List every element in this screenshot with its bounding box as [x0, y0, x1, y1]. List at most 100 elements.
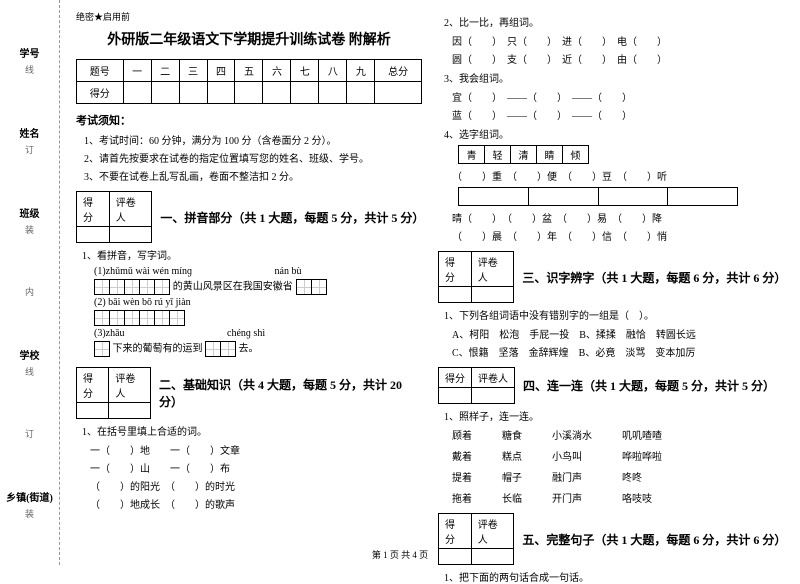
notice-item: 3、不要在试卷上乱写乱画，卷面不整洁扣 2 分。 [84, 168, 422, 183]
cell: 只（ ） [507, 37, 552, 48]
boxes-row: 下来的葡萄有的运到 去。 [94, 339, 422, 359]
td [179, 82, 207, 104]
fill-row: 一（ ）山 一（ ）布 [90, 460, 422, 475]
margin-item: 内 [25, 285, 34, 298]
cell: 由（ ） [617, 55, 667, 66]
score-table: 题号 一 二 三 四 五 六 七 八 九 总分 得分 [76, 59, 422, 104]
th: 八 [319, 60, 347, 82]
question: 2、比一比，再组词。 [444, 14, 784, 29]
cell: 晴（ ） [452, 214, 497, 225]
mi: 帽子 [502, 469, 522, 484]
margin-sub: 装 [25, 223, 34, 236]
question: 1、照样子，连一连。 [444, 408, 784, 423]
fill-row: 圆（ ） 支（ ） 近（ ） 由（ ） [452, 51, 784, 66]
cell: ——（ ） [572, 93, 632, 104]
sb [109, 227, 152, 243]
margin-item: 学校 线 [20, 347, 40, 378]
margin-label: 学号 [20, 45, 40, 60]
mi: 咚咚 [622, 469, 662, 484]
th: 题号 [77, 60, 124, 82]
th: 睛 [537, 146, 563, 164]
section-title: 一、拼音部分（共 1 大题，每题 5 分，共计 5 分） [160, 209, 422, 226]
section-title: 五、完整句子（共 1 大题，每题 6 分，共计 6 分） [522, 531, 784, 548]
score-box: 得分评卷人 [438, 251, 514, 303]
cell: 一（ ）文章 [170, 446, 240, 457]
th: 一 [123, 60, 151, 82]
section-head: 得分评卷人 二、基础知识（共 4 大题，每题 5 分，共计 20 分） [76, 367, 422, 419]
fill-row: 一（ ）地 一（ ）文章 [90, 442, 422, 457]
cell: 支（ ） [507, 55, 552, 66]
td [151, 82, 179, 104]
fill-row: 蓝（ ） ——（ ） ——（ ） [452, 107, 784, 122]
sb [439, 388, 472, 404]
question: 1、看拼音，写字词。 [82, 247, 422, 262]
margin-sub: 内 [25, 285, 34, 298]
td: 得分 [77, 82, 124, 104]
margin-item: 乡镇(街道) 装 [6, 489, 53, 520]
cell: （ ）听 [622, 172, 667, 183]
cell: （ ）年 [512, 232, 557, 243]
question: 4、选字组词。 [444, 126, 784, 141]
margin-sub: 装 [25, 507, 34, 520]
margin-sub: 订 [25, 427, 34, 440]
question: 3、我会组词。 [444, 70, 784, 85]
sb: 得分 [77, 368, 109, 403]
pinyin: (1)zhǔmǔ wài wén mínɡ nán bù [94, 266, 422, 277]
section-head: 得分评卷人 三、识字辨字（共 1 大题，每题 6 分，共计 6 分） [438, 251, 784, 303]
cell: （ ）的阳光 [90, 482, 160, 493]
cell: 一（ ）布 [170, 464, 230, 475]
fill-row: （ ）地成长 （ ）的歌声 [90, 496, 422, 511]
td [207, 82, 235, 104]
score-box: 得分评卷人 [76, 367, 151, 419]
sb: 评卷人 [109, 368, 151, 403]
txt: 下来的葡萄有的运到 [113, 343, 203, 354]
boxes-row [94, 308, 422, 328]
blank-table [458, 187, 738, 206]
char-boxes [296, 279, 327, 295]
secret-label: 绝密★启用前 [76, 10, 422, 23]
score-box: 得分评卷人 [76, 191, 152, 243]
section-head: 得分评卷人 四、连一连（共 1 大题，每题 5 分，共计 5 分） [438, 367, 784, 404]
py: (1)zhǔmǔ wài wén mínɡ [94, 266, 192, 277]
left-column: 绝密★启用前 外研版二年级语文下学期提升训练试卷 附解析 题号 一 二 三 四 … [68, 10, 430, 545]
notice-item: 1、考试时间：60 分钟，满分为 100 分（含卷面分 2 分）。 [84, 132, 422, 147]
fill-row: （ ）晨 （ ）年 （ ）信 （ ）悄 [452, 228, 784, 243]
fill-row: 宜（ ） ——（ ） ——（ ） [452, 89, 784, 104]
cell: ——（ ） [507, 93, 562, 104]
binding-margin: 学号 线 姓名 订 班级 装 内 学校 线 订 乡镇(街道) 装 [0, 0, 60, 565]
fill-row: 因（ ） 只（ ） 进（ ） 电（ ） [452, 33, 784, 48]
option: A、柯阳 松泡 手屁一投 B、揉揉 融恰 转圆长远 [452, 326, 784, 341]
cell: ——（ ） [572, 111, 632, 122]
margin-label: 学校 [20, 347, 40, 362]
mi: 拖着 [452, 490, 472, 505]
td [319, 82, 347, 104]
th: 四 [207, 60, 235, 82]
sb [77, 227, 110, 243]
th: 七 [291, 60, 319, 82]
cell: （ ）易 [562, 214, 607, 225]
fill-row: 晴（ ） （ ）盆 （ ）易 （ ）降 [452, 210, 784, 225]
py: nán bù [275, 266, 302, 277]
mi: 哗啦哗啦 [622, 448, 662, 463]
mi: 开门声 [552, 490, 592, 505]
td [123, 82, 151, 104]
right-column: 2、比一比，再组词。 因（ ） 只（ ） 进（ ） 电（ ） 圆（ ） 支（ ）… [430, 10, 792, 545]
margin-sub: 线 [25, 365, 34, 378]
th: 倾 [563, 146, 589, 164]
option: C、恨籍 坚落 金辞辉煌 B、必竟 淡骂 变本加厉 [452, 344, 784, 359]
th: 九 [347, 60, 375, 82]
margin-label: 姓名 [20, 125, 40, 140]
margin-item: 姓名 订 [20, 125, 40, 156]
cell: （ ）便 [512, 172, 557, 183]
margin-item: 班级 装 [20, 205, 40, 236]
mi: 长临 [502, 490, 522, 505]
cell: （ ）重 [452, 172, 502, 183]
cell: 进（ ） [562, 37, 607, 48]
sb: 评卷人 [472, 368, 515, 388]
fill-row: （ ）重 （ ）便 （ ）豆 （ ）听 [452, 168, 784, 183]
cell: （ ）信 [567, 232, 612, 243]
notice-title: 考试须知： [76, 112, 422, 128]
cell: （ ）的时光 [170, 482, 235, 493]
section-title: 二、基础知识（共 4 大题，每题 5 分，共计 20 分） [159, 376, 422, 410]
cell: （ ）的歌声 [170, 500, 235, 511]
